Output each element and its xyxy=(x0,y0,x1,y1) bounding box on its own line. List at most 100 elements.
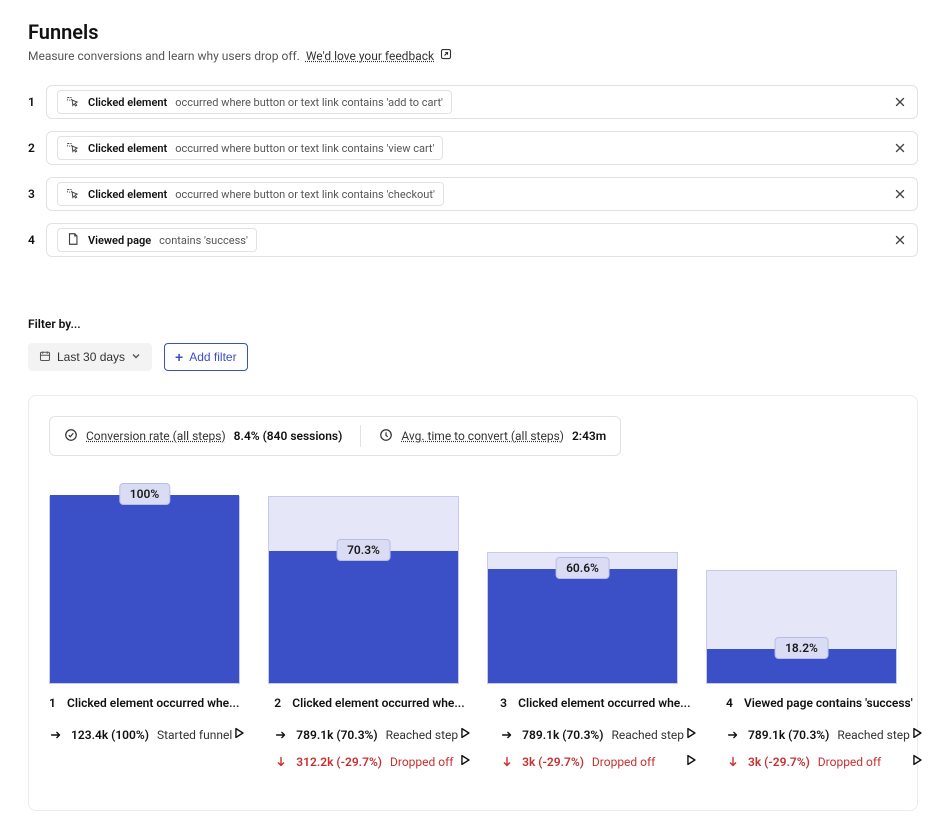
stat-left: 123.4k (100%) Started funnel xyxy=(49,728,232,742)
arrow-right-icon xyxy=(49,728,63,742)
stat-left: 789.1k (70.3%) Reached step xyxy=(500,728,684,742)
funnel-step-title: Clicked element occurred whe... xyxy=(292,696,464,710)
stat-number: 312.2k (-29.7%) xyxy=(296,755,382,769)
stat-line: 3k (-29.7%) Dropped off xyxy=(726,753,924,770)
page-icon xyxy=(66,232,80,248)
step-condition: occurred where button or text link conta… xyxy=(175,189,435,200)
remove-step-button[interactable] xyxy=(893,95,907,109)
funnel-chart: 100% 70.3% 60.6% 18.2% xyxy=(49,496,897,684)
chevron-down-icon xyxy=(131,350,141,364)
remove-step-button[interactable] xyxy=(893,233,907,247)
stat-left: 312.2k (-29.7%) Dropped off xyxy=(274,755,453,769)
step-card[interactable]: Clicked element occurred where button or… xyxy=(46,131,918,165)
step-chip[interactable]: Clicked element occurred where button or… xyxy=(57,182,444,206)
arrow-right-icon xyxy=(274,728,288,742)
stat-line: 3k (-29.7%) Dropped off xyxy=(500,753,698,770)
bar-fill: 60.6% xyxy=(488,569,677,683)
feedback-link[interactable]: We'd love your feedback xyxy=(306,49,434,63)
funnel-step-header: 4 Viewed page contains 'success' xyxy=(726,696,924,710)
play-button[interactable] xyxy=(458,753,472,770)
bar-column: 18.2% xyxy=(706,570,897,684)
play-button[interactable] xyxy=(910,726,924,743)
stat-number: 3k (-29.7%) xyxy=(748,755,810,769)
play-button[interactable] xyxy=(684,726,698,743)
step-row: 4 Viewed page contains 'success' xyxy=(28,223,918,257)
click-icon xyxy=(66,94,80,110)
external-link-icon[interactable] xyxy=(440,48,452,63)
bar-outer: 100% xyxy=(49,496,240,684)
step-card[interactable]: Clicked element occurred where button or… xyxy=(46,177,918,211)
conversion-rate-pair: Conversion rate (all steps) 8.4% (840 se… xyxy=(64,428,342,445)
stat-text: Dropped off xyxy=(390,755,453,769)
funnel-step-number: 4 xyxy=(726,696,736,710)
conversion-rate-value: 8.4% (840 sessions) xyxy=(234,429,343,443)
check-circle-icon xyxy=(64,428,78,445)
stat-number: 123.4k (100%) xyxy=(71,728,149,742)
funnel-step-number: 3 xyxy=(500,696,510,710)
step-card[interactable]: Clicked element occurred where button or… xyxy=(46,85,918,119)
step-condition: occurred where button or text link conta… xyxy=(175,97,443,108)
bar-badge: 18.2% xyxy=(774,637,829,659)
funnel-steps-editor: 1 Clicked element occurred where button … xyxy=(28,85,918,257)
funnel-step-header: 1 Clicked element occurred whe... xyxy=(49,696,246,710)
funnel-step-column: 2 Clicked element occurred whe... 789.1k… xyxy=(274,696,472,780)
stat-number: 789.1k (70.3%) xyxy=(296,728,377,742)
clock-icon xyxy=(379,428,393,445)
bar-fill: 100% xyxy=(50,495,239,683)
step-event-name: Clicked element xyxy=(88,97,167,108)
step-number: 1 xyxy=(28,95,46,109)
click-icon xyxy=(66,186,80,202)
funnel-step-number: 2 xyxy=(274,696,284,710)
stat-text: Dropped off xyxy=(592,755,655,769)
step-card[interactable]: Viewed page contains 'success' xyxy=(46,223,918,257)
add-filter-label: Add filter xyxy=(189,350,236,364)
step-chip[interactable]: Viewed page contains 'success' xyxy=(57,228,257,252)
step-row: 1 Clicked element occurred where button … xyxy=(28,85,918,119)
filter-row: Last 30 days + Add filter xyxy=(28,343,918,371)
arrow-down-icon xyxy=(274,755,288,769)
stat-text: Reached step xyxy=(837,728,910,742)
play-button[interactable] xyxy=(232,726,246,743)
funnel-step-column: 1 Clicked element occurred whe... 123.4k… xyxy=(49,696,246,780)
page-title: Funnels xyxy=(28,20,918,44)
step-number: 3 xyxy=(28,187,46,201)
results-panel: Conversion rate (all steps) 8.4% (840 se… xyxy=(28,395,918,811)
avg-time-label: Avg. time to convert (all steps) xyxy=(401,429,564,443)
funnel-step-title: Clicked element occurred whe... xyxy=(518,696,690,710)
funnel-stats: 1 Clicked element occurred whe... 123.4k… xyxy=(49,696,897,780)
step-row: 3 Clicked element occurred where button … xyxy=(28,177,918,211)
stat-text: Reached step xyxy=(386,728,459,742)
add-filter-button[interactable]: + Add filter xyxy=(164,343,248,371)
arrow-right-icon xyxy=(500,728,514,742)
stat-number: 789.1k (70.3%) xyxy=(748,728,829,742)
remove-step-button[interactable] xyxy=(893,141,907,155)
funnel-step-header: 2 Clicked element occurred whe... xyxy=(274,696,472,710)
step-condition: occurred where button or text link conta… xyxy=(175,143,434,154)
stat-line: 789.1k (70.3%) Reached step xyxy=(274,726,472,743)
step-number: 4 xyxy=(28,233,46,247)
funnel-step-title: Viewed page contains 'success' xyxy=(744,696,913,710)
step-chip[interactable]: Clicked element occurred where button or… xyxy=(57,90,452,114)
play-button[interactable] xyxy=(458,726,472,743)
step-event-name: Clicked element xyxy=(88,143,167,154)
bar-badge: 60.6% xyxy=(555,557,610,579)
remove-step-button[interactable] xyxy=(893,187,907,201)
step-chip[interactable]: Clicked element occurred where button or… xyxy=(57,136,443,160)
conversion-rate-label: Conversion rate (all steps) xyxy=(86,429,226,443)
step-event-name: Clicked element xyxy=(88,189,167,200)
date-range-dropdown[interactable]: Last 30 days xyxy=(28,343,152,371)
arrow-right-icon xyxy=(726,728,740,742)
page-subtitle: Measure conversions and learn why users … xyxy=(28,49,300,63)
step-row: 2 Clicked element occurred where button … xyxy=(28,131,918,165)
stat-left: 789.1k (70.3%) Reached step xyxy=(274,728,458,742)
click-icon xyxy=(66,140,80,156)
play-button[interactable] xyxy=(684,753,698,770)
bar-outer: 18.2% xyxy=(706,570,897,684)
stat-left: 789.1k (70.3%) Reached step xyxy=(726,728,910,742)
play-button[interactable] xyxy=(910,753,924,770)
step-event-name: Viewed page xyxy=(88,235,151,246)
bar-column: 100% xyxy=(49,496,240,684)
stat-text: Reached step xyxy=(611,728,684,742)
stat-line: 312.2k (-29.7%) Dropped off xyxy=(274,753,472,770)
summary-pill: Conversion rate (all steps) 8.4% (840 se… xyxy=(49,416,621,456)
